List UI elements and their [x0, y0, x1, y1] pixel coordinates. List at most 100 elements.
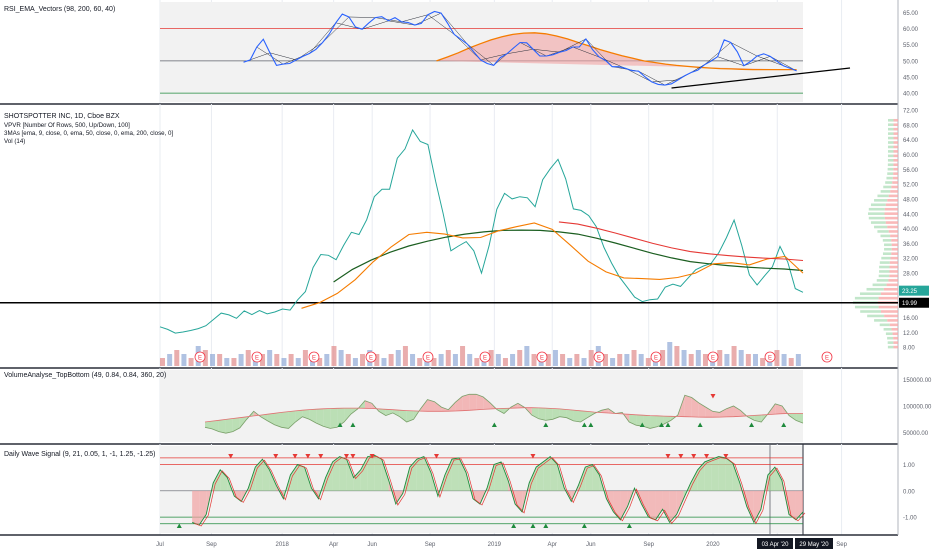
volume-analyse-fill [601, 408, 609, 414]
price-axis-rsi: 65.00 60.00 55.00 50.00 45.00 40.00 [903, 11, 919, 98]
y-tick-label: 40.00 [903, 227, 919, 233]
earnings-label: E [540, 356, 544, 362]
volume-analyse-fill [545, 408, 553, 421]
time-axis-label: Jun [586, 542, 596, 548]
wave-fill [662, 490, 670, 523]
wave-top-marker [665, 454, 671, 459]
volume-bar [724, 354, 730, 366]
volume-analyse-fill [385, 409, 393, 416]
wave-fill [620, 490, 628, 520]
y-tick-label: 68.00 [903, 123, 919, 129]
vector-line [269, 52, 297, 61]
vpvr-bar-up [888, 118, 894, 122]
bottom-marker [749, 422, 755, 427]
wave-fill [234, 490, 242, 502]
volume-bar [438, 354, 444, 366]
volume-analyse-title: VolumeAnalyse_TopBottom (49, 0.84, 0.84,… [4, 372, 166, 379]
vpvr-bar-up [888, 123, 894, 127]
volume-analyse-fill [726, 406, 734, 417]
wave-fill [451, 457, 459, 491]
vector-line [388, 20, 415, 26]
vpvr-bar-up [879, 270, 890, 273]
vpvr-bar-up [882, 239, 892, 242]
vpvr-bar-down [880, 310, 898, 313]
vpvr-bar-down [893, 141, 898, 144]
vpvr-bar-down [893, 172, 898, 175]
y-tick-label: 12.00 [903, 331, 919, 337]
earnings-marker [650, 351, 662, 363]
y-tick-label: 52.00 [903, 183, 919, 189]
volume-analyse-fill [531, 407, 539, 419]
vpvr-bar-up [876, 279, 889, 282]
volume-analyse-fill [559, 408, 567, 418]
volume-bar [460, 346, 466, 366]
earnings-label: E [312, 356, 316, 362]
time-axis-label: Apr [548, 542, 557, 548]
vpvr-bar-down [893, 123, 898, 127]
volume-bar [260, 354, 266, 366]
volume-bar [402, 346, 408, 366]
volume-analyse-fill [406, 410, 414, 422]
y-tick-label: 45.00 [903, 76, 919, 82]
volume-analyse-fill [211, 420, 219, 432]
wave-fill [732, 463, 740, 491]
volume-bar [360, 354, 366, 366]
volume-analyse-fill [309, 409, 317, 424]
volume-analyse-fill [483, 396, 491, 410]
volume-bar [302, 350, 308, 366]
wave-fill [753, 490, 761, 523]
volume-bar [181, 354, 187, 366]
wave-line [192, 454, 804, 526]
volume-bar [210, 354, 216, 366]
ema50-line [301, 222, 804, 309]
volume-bar [745, 354, 751, 366]
wave-top-marker [691, 454, 697, 459]
rsi-trendline [671, 67, 851, 89]
y-tick-label: 100000.00 [903, 405, 932, 411]
volume-bar [795, 354, 801, 366]
volume-bar [188, 358, 194, 366]
volume-analyse-fill [281, 411, 289, 429]
wave-bottom-marker [626, 523, 632, 528]
volume-bar [174, 350, 180, 366]
earnings-label: E [198, 356, 202, 362]
vpvr-bar-up [868, 216, 885, 220]
volume-bar [288, 354, 294, 366]
earnings-label: E [825, 356, 829, 362]
wave-fill [269, 469, 277, 491]
volume-bar [224, 358, 230, 366]
volume-bar [702, 354, 708, 366]
wave-fill [501, 461, 509, 491]
wave-top-marker [273, 454, 279, 459]
price-line [159, 128, 804, 334]
wave-top-marker [305, 454, 311, 459]
vpvr-bar-up [854, 305, 879, 309]
wave-fill [711, 456, 719, 491]
volume-analyse-fill [712, 411, 720, 418]
wave-fill [585, 464, 593, 491]
wave-fill [543, 456, 551, 491]
bottom-marker [543, 422, 549, 427]
volume-analyse-fill [420, 399, 428, 412]
vpvr-bar-up [885, 332, 893, 336]
volume-analyse-fill [663, 416, 671, 425]
y-tick-label: 56.00 [903, 168, 919, 174]
vpvr-bar-down [887, 199, 898, 202]
wave-bottom-marker [530, 523, 536, 528]
earnings-marker [422, 351, 434, 363]
volume-bar [417, 358, 423, 366]
vpvr-bar-up [879, 323, 890, 327]
y-tick-label: 65.00 [903, 11, 919, 17]
vector-line [625, 68, 652, 83]
volume-analyse-fill [364, 400, 372, 409]
vector-line [546, 46, 573, 57]
price-axis-daily-wave: 1.00 0.00 -1.00 [903, 463, 917, 522]
volume-analyse-fill [719, 408, 727, 418]
volume-analyse-fill [295, 410, 303, 422]
vpvr-bar-up [860, 310, 881, 313]
vpvr-bar-down [893, 127, 898, 131]
volume-analyse-baseline [204, 407, 803, 423]
vector-line [480, 53, 507, 61]
vector-line [427, 14, 455, 35]
